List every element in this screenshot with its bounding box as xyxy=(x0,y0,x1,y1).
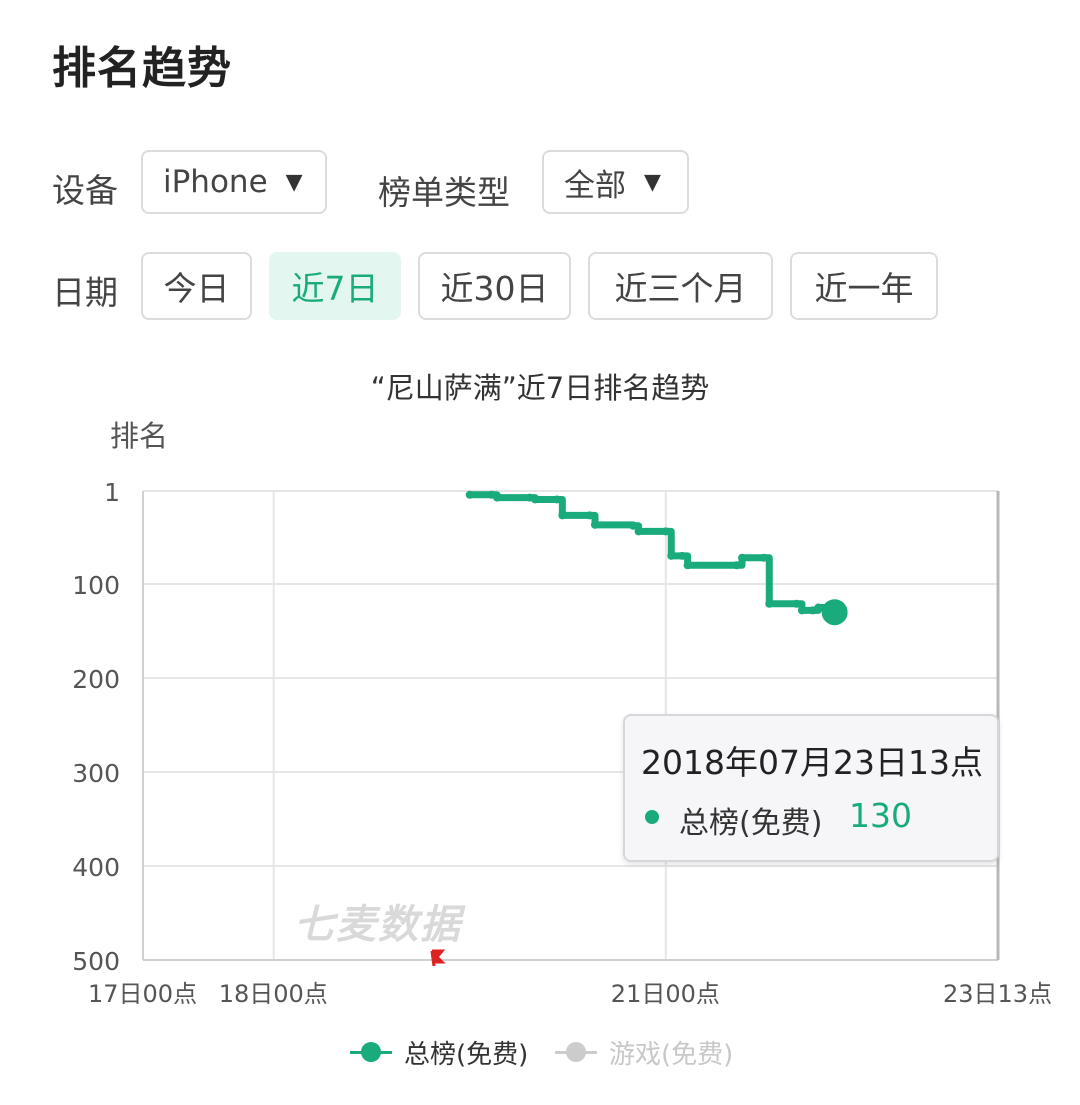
chart-series xyxy=(465,490,848,626)
flag-icon xyxy=(430,949,446,967)
y-tick-label: 300 xyxy=(72,759,120,788)
series-point xyxy=(732,561,741,570)
series-point xyxy=(661,527,670,536)
tab-today[interactable]: 今日 xyxy=(141,252,252,320)
chart-type-select-value: 全部 xyxy=(564,167,626,204)
page-title: 排名趋势 xyxy=(52,43,232,94)
series-point xyxy=(759,553,768,562)
legend-item-total-free[interactable]: 总榜(免费) xyxy=(350,1032,528,1072)
chart-markers xyxy=(430,949,446,967)
legend-marker-icon xyxy=(350,1041,392,1063)
series-point xyxy=(683,561,692,570)
series-point-highlight xyxy=(821,599,848,626)
x-tick-label: 18日00点 xyxy=(219,980,328,1008)
series-point xyxy=(492,493,501,502)
series-point xyxy=(797,606,806,615)
y-axis-label: 排名 xyxy=(110,419,168,453)
series-point xyxy=(738,553,747,562)
x-tick-label: 17日00点 xyxy=(88,980,197,1008)
series-point xyxy=(531,495,540,504)
series-point xyxy=(552,495,561,504)
series-point xyxy=(634,527,643,536)
series-point xyxy=(792,599,801,608)
chart-type-select[interactable]: 全部 ▼ xyxy=(542,150,689,214)
series-point xyxy=(667,551,676,560)
chart-type-label: 榜单类型 xyxy=(378,173,510,212)
device-select-value: iPhone xyxy=(163,164,268,200)
tab-last-7-days[interactable]: 近7日 xyxy=(269,252,401,320)
tab-last-3-months[interactable]: 近三个月 xyxy=(588,252,773,320)
chevron-down-icon: ▼ xyxy=(644,169,661,195)
series-point xyxy=(465,490,474,499)
tooltip-series-dot-icon xyxy=(645,810,659,824)
chevron-down-icon: ▼ xyxy=(285,169,303,195)
y-tick-label: 400 xyxy=(72,853,120,882)
series-point xyxy=(678,551,687,560)
legend-label: 游戏(免费) xyxy=(609,1039,734,1070)
legend-label: 总榜(免费) xyxy=(404,1039,529,1070)
chart-tooltip: 2018年07月23日13点 总榜(免费) 130 xyxy=(623,714,999,862)
device-label: 设备 xyxy=(52,171,118,210)
series-point xyxy=(629,521,638,530)
legend-marker-icon xyxy=(555,1041,597,1063)
series-point xyxy=(591,520,600,529)
series-point xyxy=(585,511,594,520)
chart-title: “尼山萨满”近7日排名趋势 xyxy=(371,371,710,405)
y-tick-label: 200 xyxy=(72,665,120,694)
chart-axes: 1 100 200 300 400 500 17日00点 18日00点 21日00点 23日13点 xyxy=(72,478,1052,1008)
tooltip-series-name: 总榜(免费) xyxy=(679,806,823,841)
tab-today-label: 今日 xyxy=(163,269,230,308)
tooltip-value: 130 xyxy=(849,796,912,835)
y-tick-label: 100 xyxy=(72,571,120,600)
tab-last-year[interactable]: 近一年 xyxy=(790,252,938,320)
date-label: 日期 xyxy=(52,273,118,312)
series-point xyxy=(765,599,774,608)
tab-last-7-days-label: 近7日 xyxy=(291,269,379,308)
tooltip-time: 2018年07月23日13点 xyxy=(641,743,983,782)
tab-last-30-days[interactable]: 近30日 xyxy=(418,252,571,320)
series-point xyxy=(814,603,823,612)
tab-last-3-months-label: 近三个月 xyxy=(614,269,747,308)
x-tick-label: 21日00点 xyxy=(611,980,720,1008)
x-tick-label: 23日13点 xyxy=(943,980,1052,1008)
device-select[interactable]: iPhone ▼ xyxy=(141,150,327,214)
tab-last-30-days-label: 近30日 xyxy=(440,269,549,308)
legend-item-games-free[interactable]: 游戏(免费) xyxy=(555,1032,733,1072)
y-tick-label: 500 xyxy=(72,947,120,976)
tab-last-year-label: 近一年 xyxy=(814,269,914,308)
series-line xyxy=(469,491,839,614)
series-point xyxy=(558,511,567,520)
y-tick-label: 1 xyxy=(104,478,120,507)
watermark-logo: 七麦数据 xyxy=(294,902,462,948)
